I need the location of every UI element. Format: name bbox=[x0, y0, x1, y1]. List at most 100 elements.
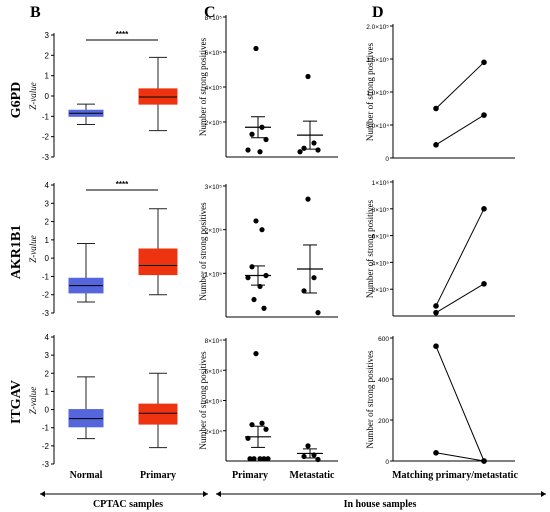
group-primary bbox=[245, 351, 271, 462]
b-category-primary: Primary bbox=[140, 470, 176, 481]
y-tick-label: 1 bbox=[45, 236, 50, 245]
group-primary bbox=[245, 218, 271, 311]
panel-label-c: C bbox=[204, 4, 216, 21]
data-point bbox=[311, 140, 317, 146]
data-point bbox=[257, 456, 263, 462]
data-point bbox=[259, 227, 265, 233]
data-point bbox=[253, 351, 259, 357]
y-axis-label: Number of strong positives bbox=[365, 350, 375, 449]
data-point bbox=[263, 426, 269, 432]
y-tick-label: 3 bbox=[45, 31, 50, 40]
y-tick-label: -1 bbox=[42, 424, 50, 433]
data-point bbox=[481, 281, 487, 287]
data-point bbox=[315, 147, 321, 153]
y-tick-label: 400 bbox=[378, 377, 389, 384]
y-tick-label: 2 bbox=[45, 369, 50, 378]
y-axis-label: Number of strong positives bbox=[198, 202, 208, 301]
panel-label-d: D bbox=[372, 4, 384, 21]
data-point bbox=[245, 147, 251, 153]
box-body bbox=[138, 88, 178, 105]
y-tick-label: 2 bbox=[45, 51, 50, 60]
y-axis-label: Number of strong positives bbox=[365, 42, 375, 141]
data-point bbox=[301, 288, 307, 294]
group-metastatic bbox=[297, 196, 323, 316]
y-tick-label: 0 bbox=[385, 459, 389, 466]
chart-b-g6pd: Z-value -3 -2 -1 0 1 2 3 **** bbox=[28, 30, 178, 162]
data-point bbox=[433, 450, 439, 456]
data-point bbox=[433, 142, 439, 148]
data-point bbox=[261, 305, 267, 311]
y-tick-label: 4 bbox=[45, 181, 50, 190]
significance-stars: **** bbox=[116, 180, 129, 189]
y-tick-label: 4×10⁵ bbox=[205, 85, 223, 92]
y-tick-label: -1 bbox=[42, 272, 50, 281]
data-point bbox=[257, 149, 263, 155]
box-primary bbox=[138, 372, 178, 449]
y-tick-label: 0 bbox=[45, 254, 50, 263]
data-point bbox=[433, 343, 439, 350]
data-point bbox=[481, 112, 487, 118]
data-point bbox=[253, 45, 259, 52]
y-tick-label: 5.0×10⁴ bbox=[366, 123, 389, 130]
data-point bbox=[305, 443, 311, 449]
y-tick-label: 6×10⁵ bbox=[205, 50, 223, 57]
y-tick-label: 6×10⁵ bbox=[372, 234, 390, 241]
y-tick-label: -1 bbox=[42, 112, 50, 121]
pair-2 bbox=[433, 450, 487, 464]
data-point bbox=[305, 196, 311, 202]
data-point bbox=[305, 73, 311, 80]
y-tick-label: 8×10⁵ bbox=[205, 15, 223, 22]
y-axis-label: Number of strong positives bbox=[198, 37, 208, 136]
data-point bbox=[481, 206, 487, 212]
y-axis-label: Z-value bbox=[28, 235, 38, 263]
group-metastatic bbox=[297, 443, 323, 463]
y-tick-label: 1 bbox=[45, 387, 50, 396]
y-tick-label: 1×10⁶ bbox=[372, 180, 390, 187]
y-tick-label: 2×10⁵ bbox=[205, 120, 223, 127]
data-point bbox=[315, 310, 321, 316]
box-primary bbox=[138, 208, 178, 296]
y-tick-label: -3 bbox=[42, 153, 50, 162]
data-point bbox=[433, 309, 439, 316]
box-body bbox=[138, 403, 178, 425]
data-point bbox=[251, 296, 257, 303]
box-body bbox=[138, 248, 178, 276]
y-tick-label: -2 bbox=[42, 442, 50, 451]
c-category-primary: Primary bbox=[232, 470, 268, 481]
y-tick-label: -2 bbox=[42, 133, 50, 142]
inhouse-arrow-right bbox=[541, 491, 546, 497]
pair-line bbox=[435, 208, 485, 307]
y-tick-label: 8×10⁵ bbox=[372, 207, 390, 214]
pair-line bbox=[435, 61, 485, 109]
data-point bbox=[433, 105, 439, 112]
pair-line bbox=[435, 346, 485, 462]
y-tick-label: 6×10⁴ bbox=[205, 368, 223, 375]
data-point bbox=[259, 420, 265, 426]
pair-2 bbox=[433, 281, 487, 316]
y-axis-label: Z-value bbox=[28, 82, 38, 110]
y-tick-label: 2×10⁴ bbox=[205, 429, 223, 436]
data-point bbox=[481, 59, 487, 66]
y-tick-label: 4×10⁵ bbox=[372, 260, 390, 267]
chart-d-itgav: Number of strong positives 0 200 400 600 bbox=[365, 336, 515, 466]
y-tick-label: 1×10⁵ bbox=[205, 271, 223, 278]
y-axis-label: Number of strong positives bbox=[365, 199, 375, 298]
cptac-arrow-right bbox=[203, 491, 208, 497]
y-tick-label: 1.0×10⁵ bbox=[366, 90, 389, 97]
y-tick-label: 200 bbox=[378, 418, 389, 425]
significance-stars: **** bbox=[116, 30, 129, 39]
data-point bbox=[265, 456, 271, 462]
data-point bbox=[253, 218, 259, 224]
group-metastatic bbox=[297, 73, 323, 155]
y-axis-label: Z-value bbox=[28, 387, 38, 415]
b-category-normal: Normal bbox=[70, 470, 103, 481]
y-tick-label: 8×10⁴ bbox=[205, 338, 223, 345]
y-tick-label: 3×10⁵ bbox=[205, 184, 223, 191]
y-tick-label: 3 bbox=[45, 199, 50, 208]
y-tick-label: -2 bbox=[42, 291, 50, 300]
c-category-metastatic: Metastatic bbox=[290, 470, 336, 481]
data-point bbox=[251, 456, 257, 462]
